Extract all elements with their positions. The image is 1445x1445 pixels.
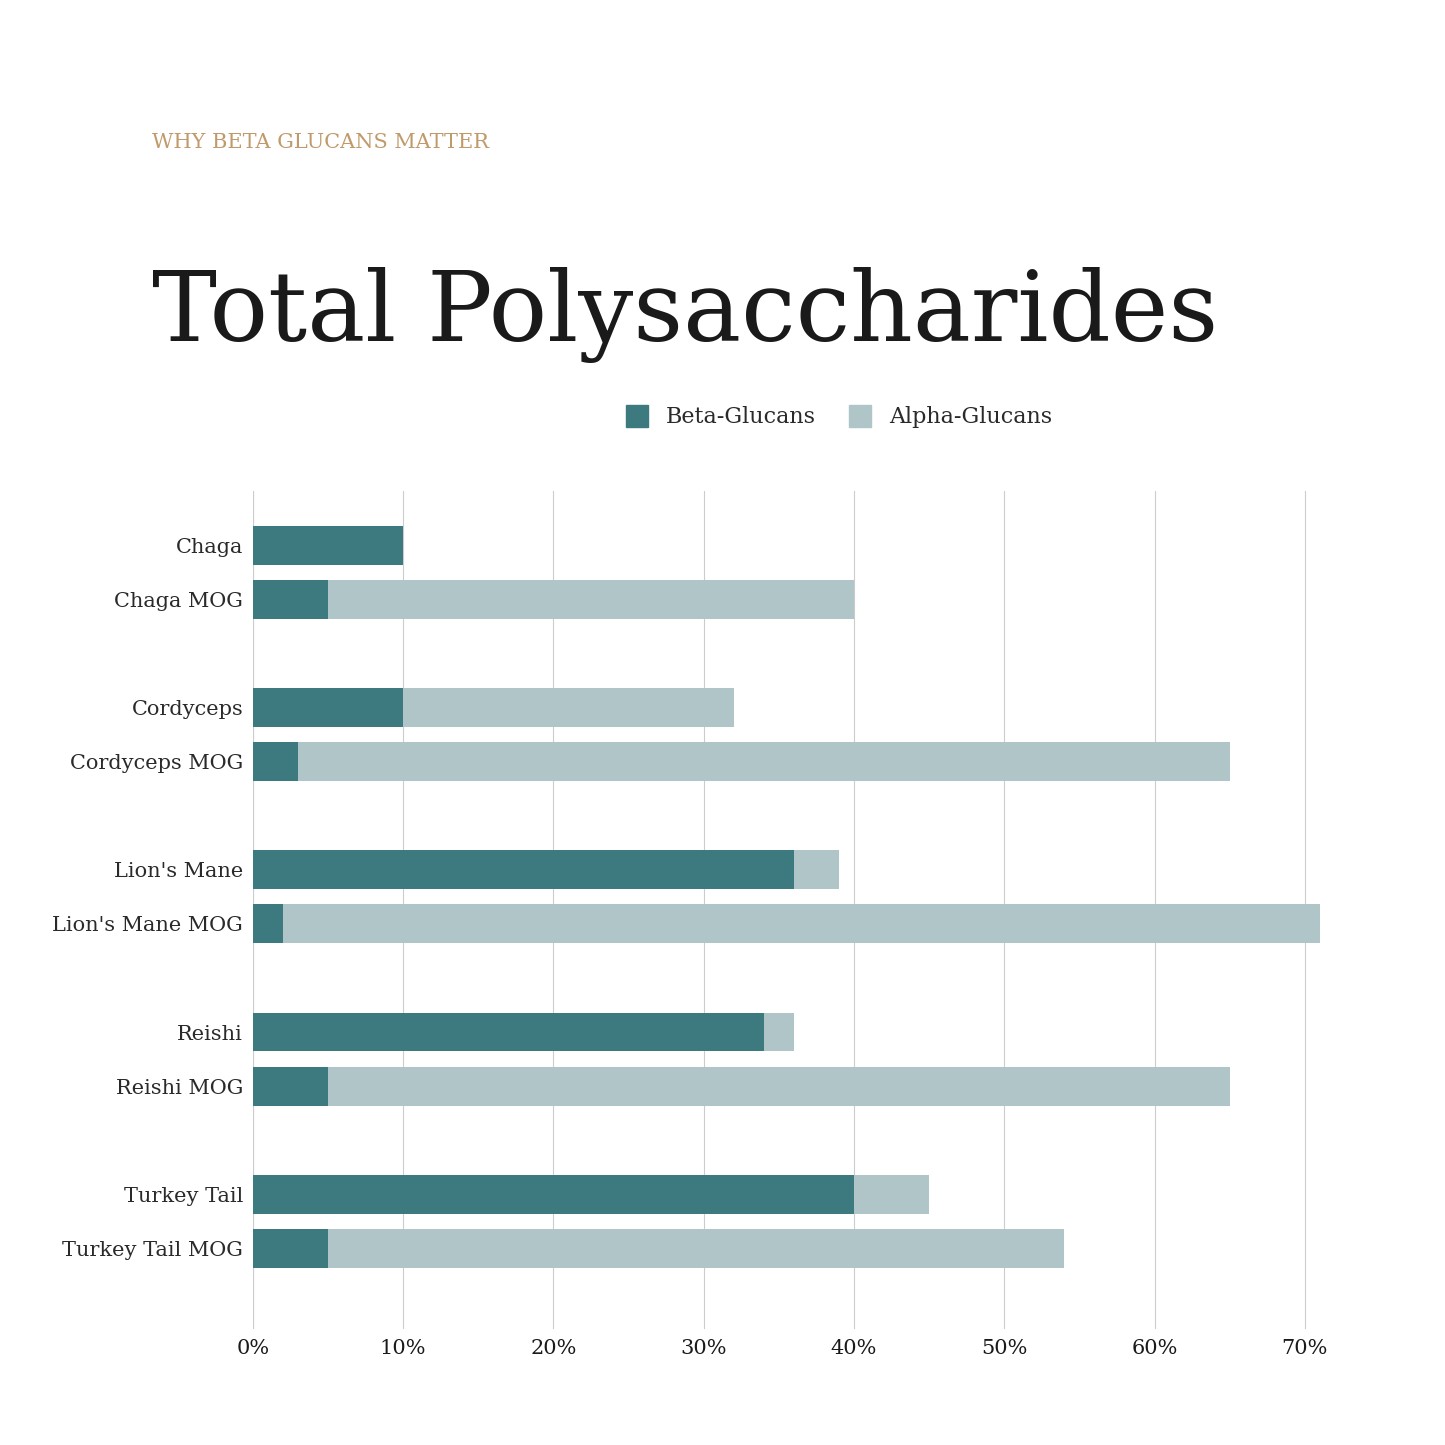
Bar [253, 1175, 854, 1214]
Bar [403, 688, 734, 727]
Bar [283, 905, 1319, 944]
Bar [793, 850, 840, 889]
Bar [328, 579, 854, 618]
Legend: Beta-Glucans, Alpha-Glucans: Beta-Glucans, Alpha-Glucans [614, 393, 1064, 439]
Bar [253, 743, 298, 782]
Bar [253, 1013, 764, 1052]
Bar [253, 688, 403, 727]
Bar [253, 1066, 328, 1105]
Bar [253, 1228, 328, 1267]
Bar [253, 905, 283, 944]
Bar [253, 526, 403, 565]
Bar [253, 850, 793, 889]
Bar [253, 579, 328, 618]
Bar [328, 1066, 1230, 1105]
Text: Total Polysaccharides: Total Polysaccharides [152, 267, 1218, 363]
Text: WHY BETA GLUCANS MATTER: WHY BETA GLUCANS MATTER [152, 133, 488, 152]
Bar [328, 1228, 1065, 1267]
Bar [764, 1013, 793, 1052]
Bar [298, 743, 1230, 782]
Bar [854, 1175, 929, 1214]
